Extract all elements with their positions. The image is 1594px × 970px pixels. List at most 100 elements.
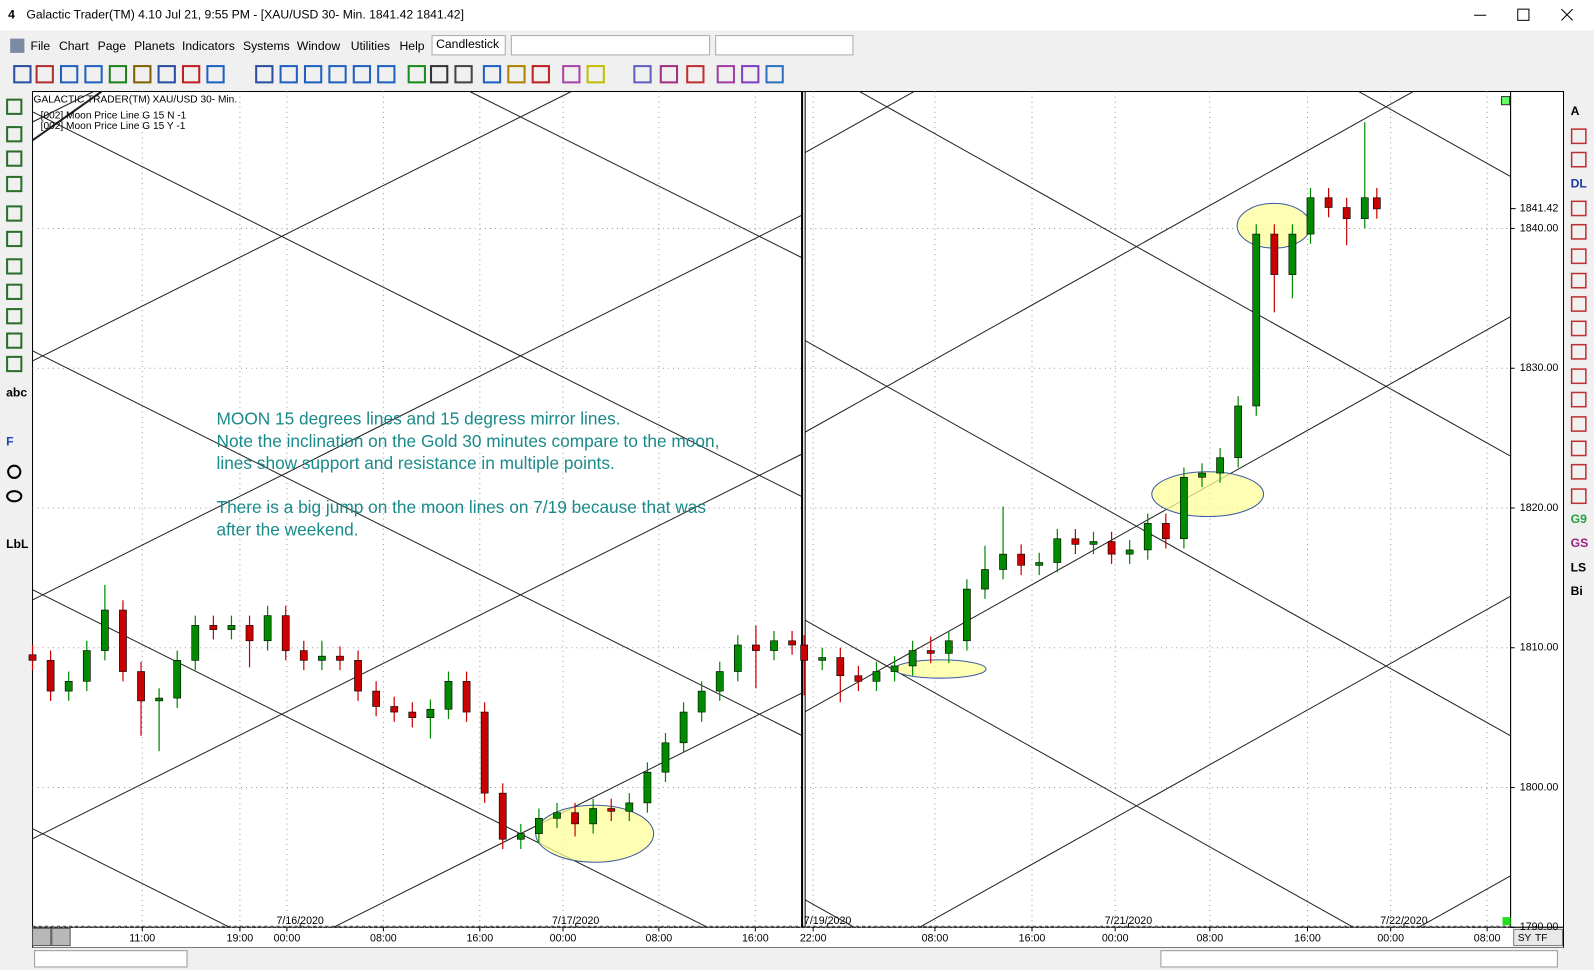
tool-button[interactable]: Bi xyxy=(1571,584,1583,598)
toolbar-button[interactable] xyxy=(686,65,705,84)
tool-button[interactable] xyxy=(1570,151,1587,168)
tool-button[interactable] xyxy=(6,308,23,325)
status-field xyxy=(34,950,188,968)
scroll-button[interactable] xyxy=(51,927,71,947)
tool-button[interactable] xyxy=(1570,272,1587,289)
toolbar-button[interactable] xyxy=(84,65,103,84)
toolbar-button[interactable] xyxy=(181,65,201,84)
toolbar-button[interactable] xyxy=(157,65,176,84)
toolbar-button[interactable] xyxy=(206,65,225,84)
candle-body xyxy=(625,802,634,812)
moon-line xyxy=(919,595,1511,928)
dropdown[interactable] xyxy=(510,35,711,56)
doc-icon xyxy=(10,38,25,53)
x-tick-label: 08:00 xyxy=(370,932,397,944)
window-title: Galactic Trader(TM) 4.10 Jul 21, 9:55 PM… xyxy=(26,7,464,21)
corner-marker xyxy=(1502,917,1511,926)
tool-button[interactable] xyxy=(6,98,23,115)
toolbar-button[interactable] xyxy=(430,65,449,84)
tool-button[interactable]: A xyxy=(1571,104,1580,118)
menu-item[interactable]: Chart xyxy=(59,39,89,53)
menu-item[interactable]: Help xyxy=(400,39,425,53)
menu-item[interactable]: File xyxy=(30,39,50,53)
close-button[interactable] xyxy=(1561,8,1574,21)
status-button[interactable]: SY xyxy=(1518,933,1532,944)
tool-button[interactable] xyxy=(6,332,23,349)
toolbar-button[interactable] xyxy=(716,65,735,84)
tool-button[interactable] xyxy=(1570,463,1587,480)
scroll-button[interactable] xyxy=(32,927,52,947)
tool-button[interactable] xyxy=(1570,223,1587,240)
candle-body xyxy=(1216,457,1224,474)
tool-button[interactable] xyxy=(6,283,23,300)
status-button[interactable]: TF xyxy=(1535,933,1547,944)
toolbar-button[interactable] xyxy=(328,65,347,84)
tool-button[interactable] xyxy=(1570,200,1587,217)
candle-body xyxy=(1324,197,1333,208)
menu-item[interactable]: Planets xyxy=(134,39,175,53)
tool-button[interactable] xyxy=(6,258,23,275)
toolbar-button[interactable] xyxy=(407,65,426,84)
toolbar-button[interactable] xyxy=(633,65,652,84)
tool-button[interactable] xyxy=(1570,343,1587,360)
tool-button[interactable] xyxy=(6,126,23,143)
toolbar-button[interactable] xyxy=(35,65,54,84)
menu-item[interactable]: Page xyxy=(98,39,127,53)
tool-button[interactable]: abc xyxy=(6,386,27,400)
candle-body xyxy=(82,650,91,682)
tool-button[interactable] xyxy=(6,205,23,222)
maximize-button[interactable] xyxy=(1517,8,1530,21)
toolbar-button[interactable] xyxy=(303,65,323,84)
tool-button[interactable] xyxy=(1570,248,1587,265)
menu-item[interactable]: Systems xyxy=(243,39,290,53)
tool-button[interactable] xyxy=(1570,368,1587,385)
toolbar-button[interactable] xyxy=(586,65,605,84)
tool-button[interactable] xyxy=(6,490,23,503)
x-tick-label: 08:00 xyxy=(1474,932,1501,944)
tool-button[interactable] xyxy=(6,355,23,373)
toolbar-button[interactable] xyxy=(454,65,473,84)
candle-body xyxy=(444,681,453,710)
toolbar-button[interactable] xyxy=(482,65,502,84)
toolbar-button[interactable] xyxy=(59,65,79,84)
toolbar-button[interactable] xyxy=(352,65,372,84)
candle-body xyxy=(209,625,218,630)
tool-button[interactable]: F xyxy=(6,435,13,449)
chart-style-dropdown[interactable] xyxy=(431,35,506,56)
toolbar-button[interactable] xyxy=(279,65,298,84)
tool-button[interactable]: LS xyxy=(1571,561,1587,575)
study-legend: [002] Moon Price Line G 15 N -1 xyxy=(41,111,187,122)
tool-button[interactable] xyxy=(1570,296,1587,312)
chart-style[interactable]: Candlestick xyxy=(436,37,500,51)
toolbar-button[interactable] xyxy=(765,65,784,84)
tool-button[interactable] xyxy=(6,150,23,167)
toolbar-button[interactable] xyxy=(659,65,679,84)
menu-item[interactable]: Indicators xyxy=(182,39,235,53)
tool-button[interactable]: G9 xyxy=(1571,512,1587,526)
tool-button[interactable] xyxy=(1570,391,1587,408)
tool-button[interactable]: LbL xyxy=(6,537,29,551)
tool-button[interactable] xyxy=(6,175,23,193)
tool-button[interactable] xyxy=(1570,488,1587,505)
menu-item[interactable]: Utilities xyxy=(351,39,390,53)
tool-button[interactable]: GS xyxy=(1571,536,1589,550)
tool-button[interactable]: DL xyxy=(1571,176,1588,190)
toolbar-button[interactable] xyxy=(133,65,152,84)
tool-button[interactable] xyxy=(7,464,22,479)
tool-button[interactable] xyxy=(1570,416,1587,432)
dropdown[interactable] xyxy=(715,35,854,56)
toolbar-button[interactable] xyxy=(507,65,526,84)
menu-item[interactable]: Window xyxy=(297,39,341,53)
y-tick-label: 1840.00 xyxy=(1520,222,1559,234)
tool-button[interactable] xyxy=(6,230,23,248)
tool-button[interactable] xyxy=(1570,128,1587,145)
toolbar-button[interactable] xyxy=(531,65,550,84)
toolbar-button[interactable] xyxy=(377,65,396,84)
toolbar-button[interactable] xyxy=(108,65,128,84)
toolbar-button[interactable] xyxy=(255,65,274,84)
toolbar-button[interactable] xyxy=(562,65,581,84)
tool-button[interactable] xyxy=(1570,440,1587,457)
toolbar-button[interactable] xyxy=(13,65,32,84)
tool-button[interactable] xyxy=(1570,320,1587,337)
toolbar-button[interactable] xyxy=(741,65,760,84)
